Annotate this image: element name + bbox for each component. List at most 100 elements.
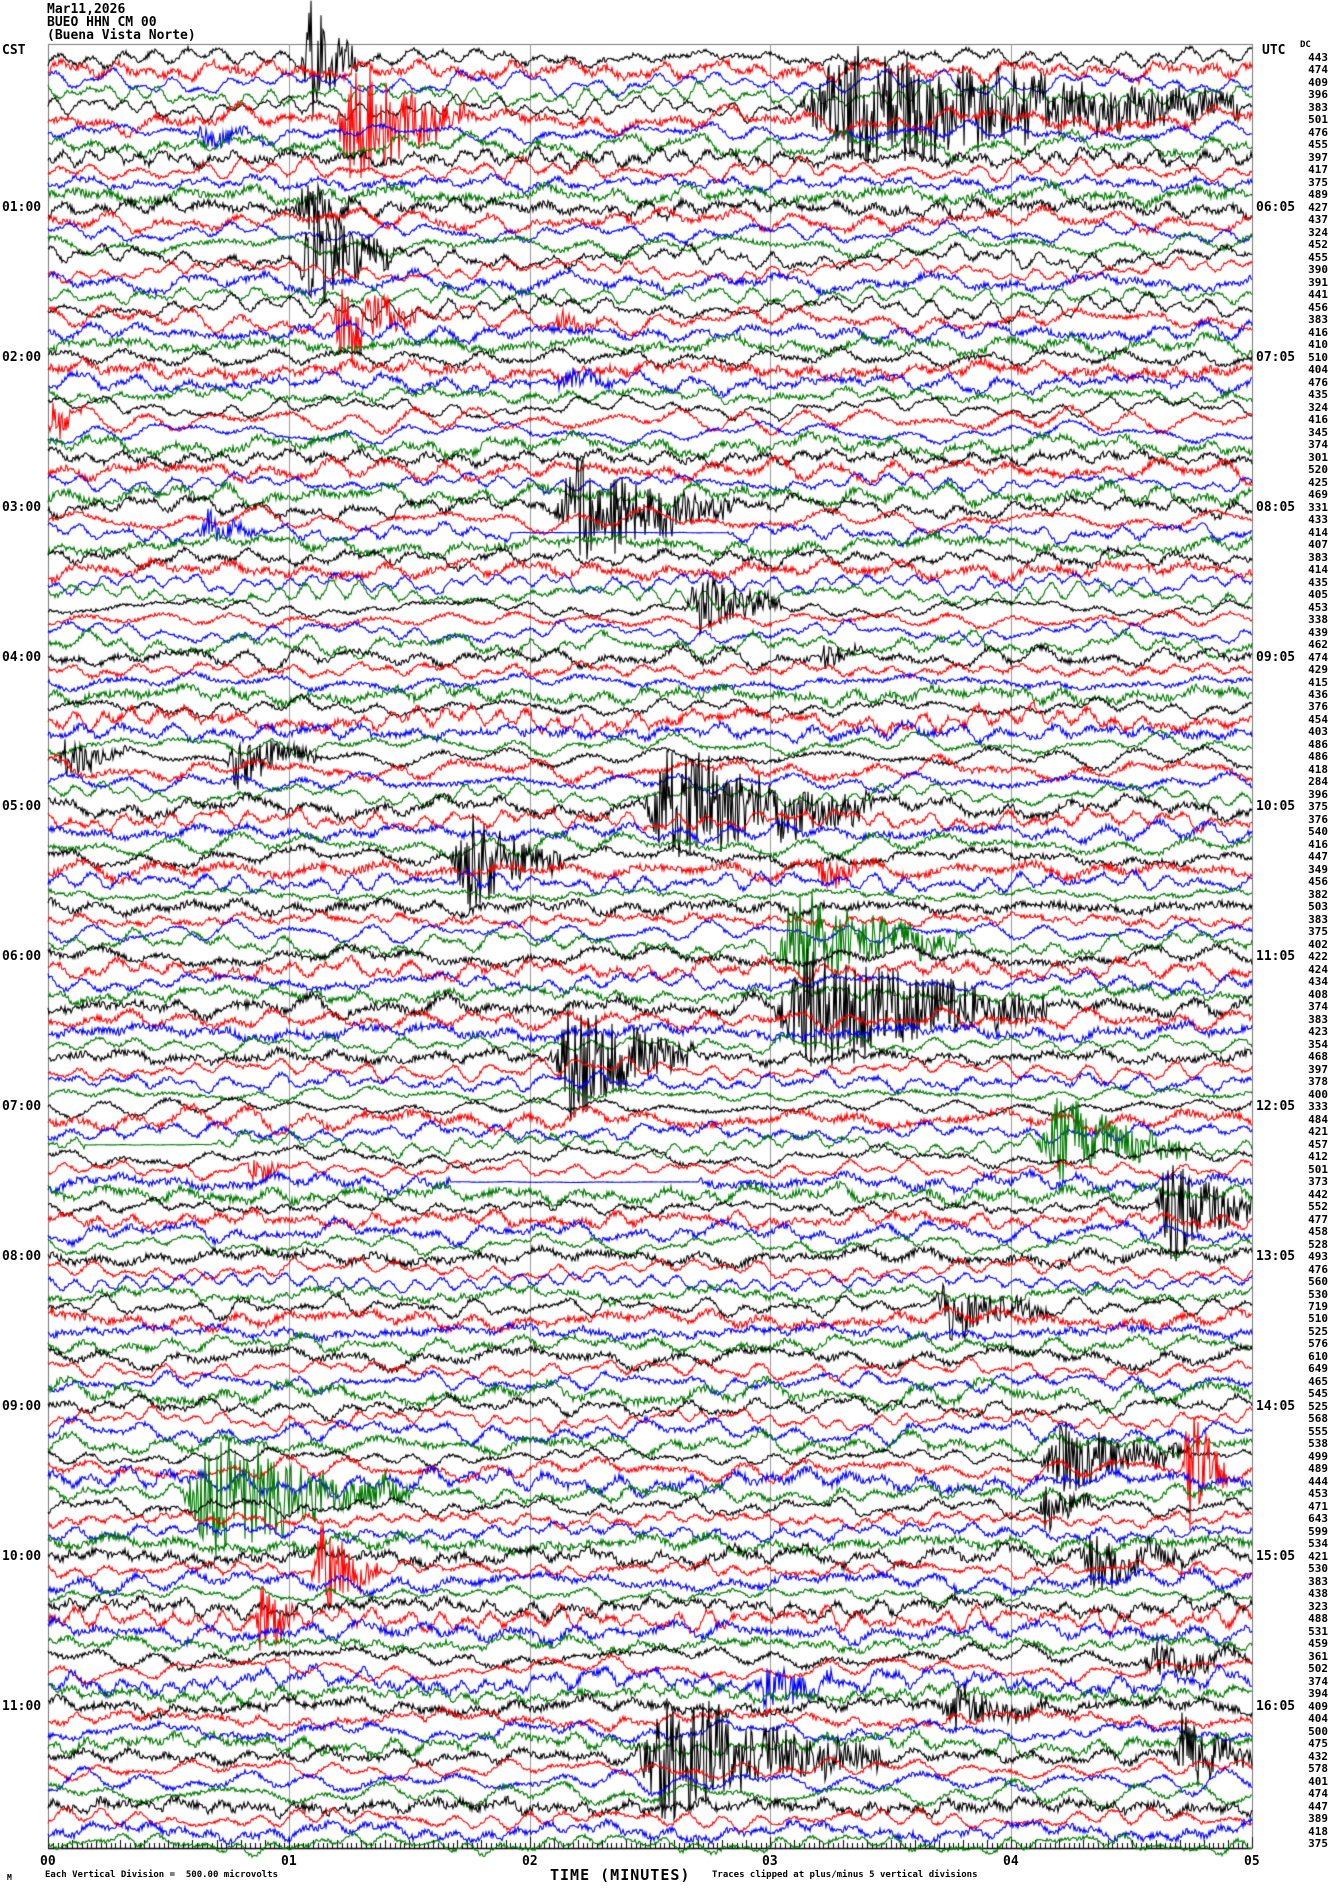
dc-value: 333 [1308,1100,1328,1113]
dc-value: 324 [1308,226,1328,239]
dc-value: 338 [1308,613,1328,626]
dc-value: 361 [1308,1650,1328,1663]
watermark-glyph: M [7,1873,12,1882]
dc-value: 403 [1308,725,1328,738]
dc-value: 476 [1308,376,1328,389]
dc-value: 391 [1308,276,1328,289]
utc-hour-label: 10:05 [1256,799,1296,814]
dc-value: 560 [1308,1275,1328,1288]
dc-value: 418 [1308,1825,1328,1838]
x-axis-tick-label: 05 [1244,1854,1260,1869]
dc-value: 389 [1308,1812,1328,1825]
dc-value: 444 [1308,1475,1328,1488]
dc-value: 424 [1308,963,1328,976]
dc-value: 429 [1308,663,1328,676]
dc-value: 331 [1308,501,1328,514]
dc-value: 459 [1308,1637,1328,1650]
dc-value: 397 [1308,151,1328,164]
dc-value: 528 [1308,1238,1328,1251]
dc-value: 407 [1308,538,1328,551]
dc-value: 610 [1308,1350,1328,1363]
dc-value: 476 [1308,1263,1328,1276]
dc-value: 422 [1308,950,1328,963]
dc-value: 525 [1308,1400,1328,1413]
dc-value: 552 [1308,1200,1328,1213]
dc-value: 525 [1308,1325,1328,1338]
dc-value: 454 [1308,713,1328,726]
dc-value: 409 [1308,76,1328,89]
dc-value: 439 [1308,626,1328,639]
x-axis-tick-label: 01 [281,1854,297,1869]
dc-value: 488 [1308,1612,1328,1625]
dc-value: 404 [1308,363,1328,376]
dc-value: 425 [1308,476,1328,489]
utc-hour-label: 07:05 [1256,350,1296,365]
right-timezone-label: UTC [1262,43,1286,58]
dc-value: 390 [1308,263,1328,276]
cst-hour-label: 06:00 [2,949,42,964]
dc-value: 510 [1308,1312,1328,1325]
utc-hour-label: 14:05 [1256,1399,1296,1414]
dc-value: 416 [1308,326,1328,339]
dc-value: 345 [1308,426,1328,439]
dc-value: 434 [1308,975,1328,988]
cst-hour-label: 04:00 [2,650,42,665]
dc-value: 441 [1308,288,1328,301]
dc-value: 484 [1308,1113,1328,1126]
dc-value: 545 [1308,1387,1328,1400]
dc-value: 486 [1308,738,1328,751]
cst-hour-label: 03:00 [2,500,42,515]
dc-value: 486 [1308,750,1328,763]
dc-value: 375 [1308,1837,1328,1850]
dc-value: 375 [1308,800,1328,813]
dc-value: 382 [1308,888,1328,901]
utc-hour-label: 16:05 [1256,1699,1296,1714]
cst-hour-label: 07:00 [2,1099,42,1114]
dc-value: 453 [1308,601,1328,614]
station-code-label: BUEO HHN CM 00 [47,15,157,30]
x-axis-title: TIME (MINUTES) [550,1866,691,1884]
dc-value: 376 [1308,813,1328,826]
dc-value: 438 [1308,1587,1328,1600]
dc-value: 468 [1308,1050,1328,1063]
dc-value: 576 [1308,1337,1328,1350]
dc-value: 408 [1308,988,1328,1001]
cst-hour-label: 11:00 [2,1699,42,1714]
dc-value: 397 [1308,1063,1328,1076]
dc-value: 476 [1308,126,1328,139]
dc-value: 500 [1308,1725,1328,1738]
utc-hour-label: 13:05 [1256,1249,1296,1264]
dc-value: 373 [1308,1175,1328,1188]
utc-hour-label: 06:05 [1256,200,1296,215]
date-label: Mar11,2026 [47,2,126,17]
dc-value: 643 [1308,1512,1328,1525]
cst-hour-label: 08:00 [2,1249,42,1264]
dc-value: 416 [1308,413,1328,426]
dc-value: 474 [1308,63,1328,76]
dc-value: 499 [1308,1450,1328,1463]
dc-value: 568 [1308,1412,1328,1425]
dc-value: 469 [1308,488,1328,501]
dc-value: 375 [1308,176,1328,189]
dc-value: 421 [1308,1550,1328,1563]
dc-value: 404 [1308,1712,1328,1725]
dc-value: 443 [1308,51,1328,64]
dc-value: 374 [1308,1000,1328,1013]
dc-value: 405 [1308,588,1328,601]
dc-value: 394 [1308,1687,1328,1700]
dc-value: 383 [1308,101,1328,114]
dc-value: 402 [1308,938,1328,951]
cst-hour-label: 02:00 [2,350,42,365]
dc-value: 324 [1308,401,1328,414]
x-axis-tick-label: 02 [522,1854,538,1869]
cst-hour-label: 05:00 [2,799,42,814]
dc-value: 301 [1308,451,1328,464]
dc-value: 719 [1308,1300,1328,1313]
dc-value: 383 [1308,551,1328,564]
dc-value: 374 [1308,1675,1328,1688]
dc-value: 474 [1308,1787,1328,1800]
dc-value: 376 [1308,700,1328,713]
dc-value: 432 [1308,1750,1328,1763]
